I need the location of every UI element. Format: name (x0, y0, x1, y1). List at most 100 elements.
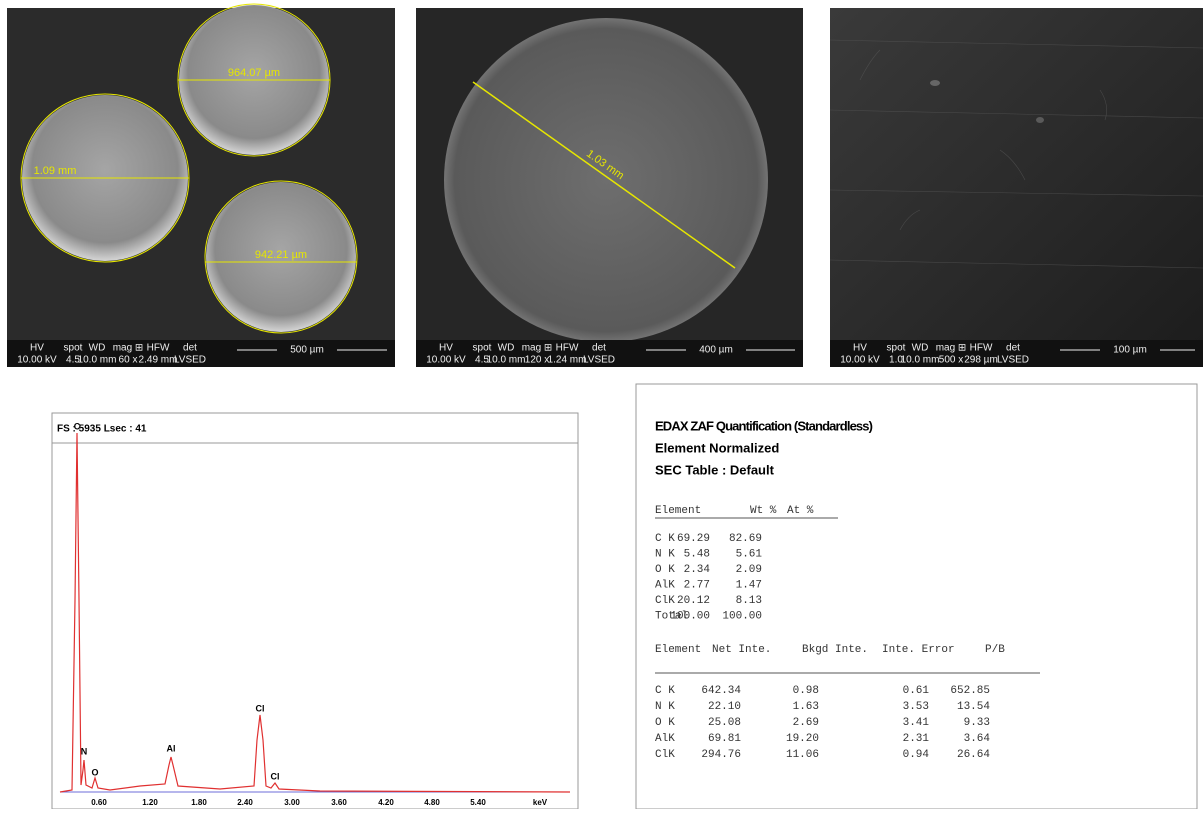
table-cell: 5.61 (736, 548, 763, 560)
table-title: Element Normalized (655, 440, 779, 455)
info-label: WD (89, 343, 106, 354)
info-label: spot (64, 343, 83, 354)
table-cell: 1.63 (793, 701, 819, 713)
table-cell: 0.94 (903, 749, 930, 761)
table-cell: 1.47 (736, 579, 762, 591)
x-tick-label: 1.20 (142, 798, 158, 807)
info-label: mag ⊞ (113, 343, 144, 354)
table-cell: ClK (655, 749, 675, 761)
table-cell: 100.00 (670, 610, 710, 622)
scale-bar-label: 500 µm (290, 345, 324, 356)
info-value: 10.0 mm (78, 355, 117, 366)
info-label: HFW (147, 343, 170, 354)
table-cell: 652.85 (950, 685, 990, 697)
info-value: LVSED (174, 355, 206, 366)
info-value: 10.0 mm (487, 355, 526, 366)
table-header: At % (787, 505, 814, 517)
x-tick-label: 4.80 (424, 798, 440, 807)
info-label: det (183, 343, 197, 354)
table-cell: 294.76 (701, 749, 741, 761)
info-value: 60 x (119, 355, 138, 366)
info-value: LVSED (583, 355, 615, 366)
table-cell: 13.54 (957, 701, 990, 713)
info-label: WD (498, 343, 515, 354)
table-cell: C K (655, 685, 675, 697)
info-value: 10.0 mm (901, 355, 940, 366)
peak-label: Cl (271, 771, 280, 781)
x-tick-label: 0.60 (91, 798, 107, 807)
table-header: Wt % (750, 505, 777, 517)
table-header: P/B (985, 644, 1005, 656)
table-cell: 2.09 (736, 564, 762, 576)
info-value: 500 x (939, 355, 963, 366)
info-label: spot (887, 343, 906, 354)
table-cell: O K (655, 564, 675, 576)
peak-label: Cl (256, 703, 265, 713)
measurement-label: 1.09 mm (34, 165, 77, 177)
table-cell: 2.31 (903, 733, 930, 745)
info-label: mag ⊞ (522, 343, 553, 354)
info-value: LVSED (997, 355, 1029, 366)
info-value: 120 x (525, 355, 549, 366)
sem-image-1 (7, 4, 395, 367)
table-cell: C K (655, 533, 675, 545)
scale-bar-label: 100 µm (1113, 345, 1147, 356)
table-cell: 0.61 (903, 685, 930, 697)
figure: 964.07 µm1.09 mm942.21 µmHV10.00 kVspot4… (0, 0, 1203, 809)
table-cell: 11.06 (786, 749, 819, 761)
info-value: 10.00 kV (840, 355, 880, 366)
info-label: HFW (556, 343, 579, 354)
measurement-label: 942.21 µm (255, 249, 307, 261)
table-cell: 25.08 (708, 717, 741, 729)
table-cell: 82.69 (729, 533, 762, 545)
table-header: Element (655, 505, 701, 517)
table-cell: AlK (655, 579, 675, 591)
table-title: SEC Table : Default (655, 462, 775, 477)
x-unit: keV (533, 798, 548, 807)
table-cell: O K (655, 717, 675, 729)
info-value: 298 µm (964, 355, 998, 366)
table-cell: 642.34 (701, 685, 741, 697)
info-value: 10.00 kV (17, 355, 57, 366)
info-label: spot (473, 343, 492, 354)
info-label: HV (853, 343, 867, 354)
table-cell: ClK (655, 595, 675, 607)
x-tick-label: 1.80 (191, 798, 207, 807)
table-cell: AlK (655, 733, 675, 745)
info-label: det (1006, 343, 1020, 354)
table-cell: 26.64 (957, 749, 990, 761)
table-cell: 3.53 (903, 701, 929, 713)
peak-label: C (74, 421, 81, 431)
measurement-label: 964.07 µm (228, 67, 280, 79)
sem-image-3 (830, 8, 1203, 367)
table-cell: 9.33 (964, 717, 990, 729)
spectrum-header: FS : 5935 Lsec : 41 (57, 424, 147, 435)
info-value: 1.24 mm (548, 355, 587, 366)
table-header: Inte. Error (882, 644, 955, 656)
table-cell: 20.12 (677, 595, 710, 607)
table-header: Element (655, 644, 701, 656)
info-label: det (592, 343, 606, 354)
table-cell: 3.64 (964, 733, 991, 745)
table-cell: 3.41 (903, 717, 930, 729)
table-cell: 19.20 (786, 733, 819, 745)
x-tick-label: 3.00 (284, 798, 300, 807)
table-cell: N K (655, 548, 675, 560)
sem-image-2 (416, 8, 803, 367)
x-tick-label: 4.20 (378, 798, 394, 807)
info-label: HV (439, 343, 453, 354)
table-title: EDAX ZAF Quantification (Standardless) (655, 418, 873, 433)
x-tick-label: 5.40 (470, 798, 486, 807)
info-value: 2.49 mm (139, 355, 178, 366)
info-value: 10.00 kV (426, 355, 466, 366)
table-header: Net Inte. (712, 644, 771, 656)
info-label: HFW (970, 343, 993, 354)
table-cell: 0.98 (793, 685, 819, 697)
table-cell: 2.77 (684, 579, 710, 591)
x-tick-label: 2.40 (237, 798, 253, 807)
peak-label: O (91, 767, 98, 777)
table-cell: 2.34 (684, 564, 711, 576)
spectrum-panel (52, 413, 578, 809)
table-header: Bkgd Inte. (802, 644, 868, 656)
table-cell: N K (655, 701, 675, 713)
